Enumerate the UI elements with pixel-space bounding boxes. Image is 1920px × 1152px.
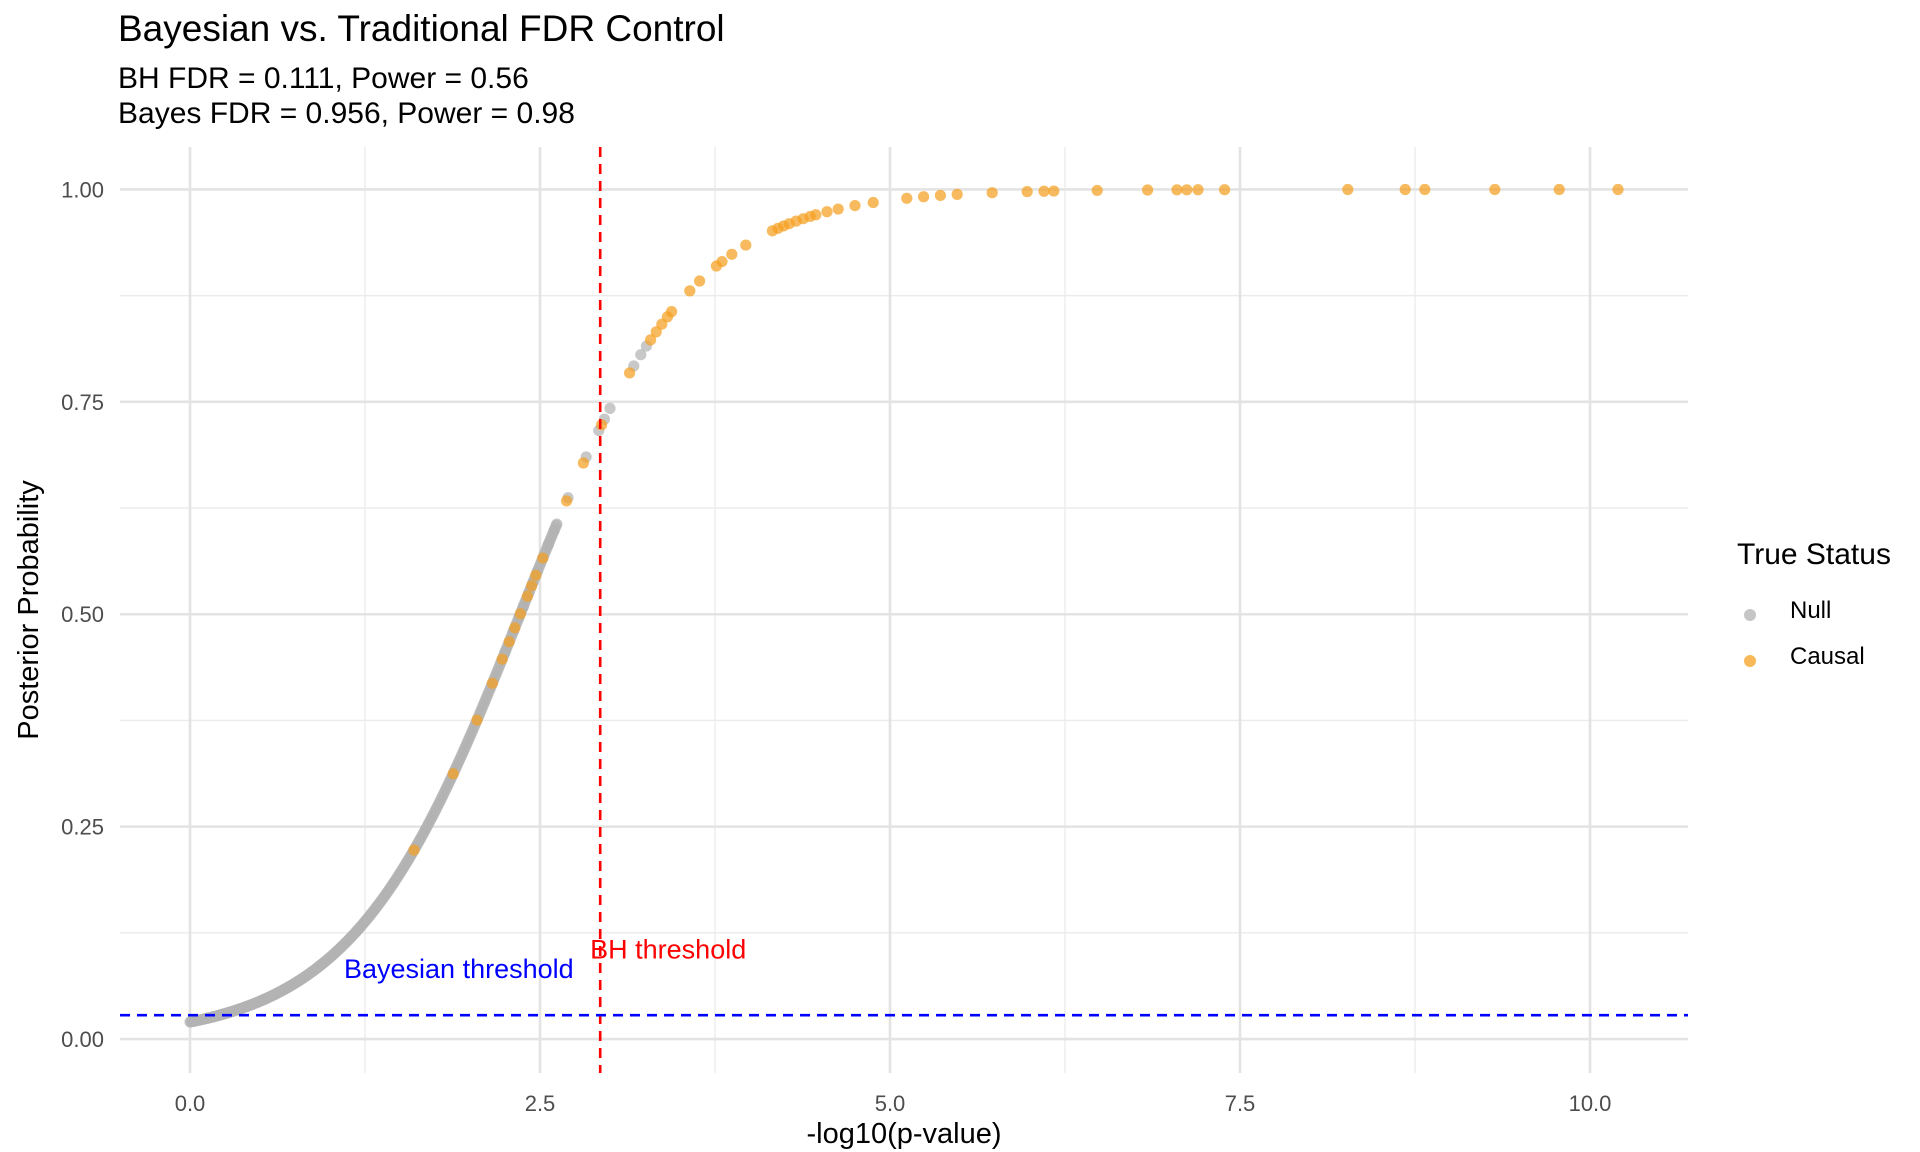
causal-point	[1419, 183, 1431, 196]
legend-key-null	[1744, 609, 1756, 621]
causal-point	[684, 285, 696, 297]
causal-point	[1342, 183, 1354, 196]
bh-threshold-label: BH threshold	[590, 934, 746, 964]
chart-title: Bayesian vs. Traditional FDR Control	[118, 8, 725, 49]
causal-point	[716, 255, 728, 268]
causal-point	[486, 677, 498, 689]
causal-point	[514, 608, 527, 620]
causal-point	[537, 552, 549, 564]
causal-point	[951, 188, 963, 200]
causal-point	[650, 326, 662, 338]
causal-point	[530, 569, 542, 581]
y-tick-label: 0.00	[61, 1027, 104, 1052]
causal-point	[694, 275, 706, 287]
causal-point	[471, 714, 483, 726]
causal-point	[1021, 186, 1033, 198]
y-tick-label: 1.00	[61, 177, 104, 202]
y-tick-label: 0.75	[61, 390, 104, 415]
causal-point	[624, 367, 636, 379]
bayesian-threshold-label: Bayesian threshold	[344, 954, 574, 984]
y-tick-label: 0.50	[61, 602, 104, 627]
legend-title: True Status	[1737, 538, 1891, 571]
causal-point	[901, 192, 913, 204]
causal-point	[849, 199, 861, 212]
causal-point	[810, 209, 822, 221]
chart-subtitle-line-2: Bayes FDR = 0.956, Power = 0.98	[118, 97, 575, 130]
x-tick-label: 10.0	[1569, 1091, 1612, 1116]
causal-point	[1142, 184, 1154, 196]
y-axis-title: Posterior Probability	[13, 480, 45, 740]
causal-point	[918, 191, 930, 203]
null-point	[542, 538, 555, 550]
causal-point	[509, 622, 521, 634]
causal-point	[1171, 184, 1183, 196]
causal-point	[726, 248, 738, 260]
causal-point	[832, 203, 844, 215]
causal-point	[1219, 184, 1231, 196]
causal-point	[821, 206, 833, 218]
causal-point	[666, 306, 678, 318]
x-axis-title: -log10(p-value)	[806, 1118, 1001, 1150]
null-point	[551, 518, 563, 530]
causal-point	[503, 636, 515, 648]
causal-point	[521, 590, 534, 602]
legend-key-causal	[1744, 655, 1756, 667]
causal-point	[496, 653, 508, 665]
causal-point	[1048, 185, 1060, 197]
causal-point	[1181, 184, 1193, 196]
causal-point	[1038, 185, 1050, 197]
y-tick-label: 0.25	[61, 815, 104, 840]
causal-point	[596, 419, 608, 431]
null-point	[635, 349, 647, 361]
causal-point	[867, 196, 879, 209]
causal-point	[1399, 183, 1411, 196]
causal-point	[1192, 184, 1204, 196]
causal-point	[1553, 183, 1565, 196]
causal-point	[561, 495, 573, 507]
causal-point	[577, 457, 590, 469]
x-tick-label: 5.0	[875, 1091, 906, 1116]
causal-point	[645, 334, 657, 346]
causal-point	[526, 580, 538, 592]
x-tick-label: 2.5	[525, 1091, 556, 1116]
legend-label-null: Null	[1790, 597, 1832, 624]
causal-point	[1489, 183, 1501, 196]
causal-point	[1612, 183, 1624, 196]
x-tick-label: 7.5	[1225, 1091, 1256, 1116]
x-tick-label: 0.0	[175, 1091, 206, 1116]
legend-label-causal: Causal	[1790, 643, 1865, 670]
causal-point	[1091, 184, 1103, 197]
causal-point	[408, 844, 420, 856]
causal-point	[986, 187, 998, 199]
causal-point	[740, 239, 752, 251]
chart-subtitle-line-1: BH FDR = 0.111, Power = 0.56	[118, 62, 529, 95]
causal-point	[447, 768, 459, 780]
null-point	[604, 402, 616, 414]
causal-point	[934, 189, 947, 202]
